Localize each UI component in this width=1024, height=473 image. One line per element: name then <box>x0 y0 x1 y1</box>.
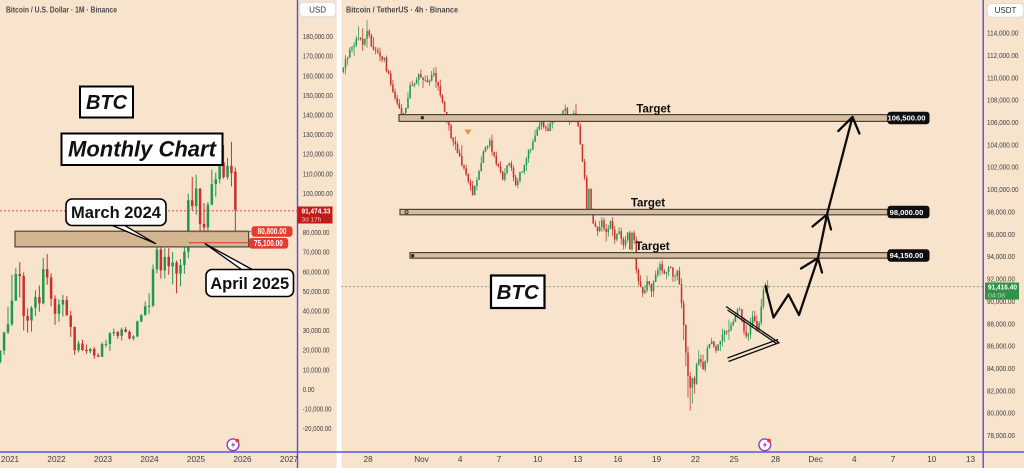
svg-text:-10,000.00: -10,000.00 <box>303 405 332 414</box>
svg-text:10: 10 <box>533 455 543 464</box>
svg-text:Dec: Dec <box>808 455 823 464</box>
svg-text:USDT: USDT <box>995 6 1017 15</box>
svg-text:106,500.00: 106,500.00 <box>887 114 925 123</box>
svg-text:140,000.00: 140,000.00 <box>303 111 333 120</box>
svg-text:2025: 2025 <box>187 455 206 464</box>
svg-text:91,416.40: 91,416.40 <box>988 282 1017 291</box>
svg-text:Target: Target <box>635 241 669 253</box>
svg-text:April 2025: April 2025 <box>210 275 289 293</box>
svg-text:150,000.00: 150,000.00 <box>303 91 333 100</box>
svg-text:98,000.00: 98,000.00 <box>987 208 1015 217</box>
svg-text:Nov: Nov <box>414 455 429 464</box>
svg-text:2023: 2023 <box>94 455 113 464</box>
svg-text:102,000.00: 102,000.00 <box>987 163 1019 172</box>
svg-text:114,000.00: 114,000.00 <box>987 29 1019 38</box>
svg-text:28: 28 <box>364 455 374 464</box>
svg-text:March 2024: March 2024 <box>71 204 162 222</box>
svg-text:130,000.00: 130,000.00 <box>303 130 333 139</box>
svg-text:Monthly Chart: Monthly Chart <box>68 137 218 162</box>
svg-text:60,000.00: 60,000.00 <box>303 267 330 276</box>
svg-text:50,000.00: 50,000.00 <box>303 287 330 296</box>
svg-text:7: 7 <box>891 455 896 464</box>
svg-text:2026: 2026 <box>233 455 252 464</box>
svg-text:84,000.00: 84,000.00 <box>987 364 1015 373</box>
svg-text:7: 7 <box>497 455 502 464</box>
svg-text:104,000.00: 104,000.00 <box>987 140 1019 149</box>
svg-text:2027: 2027 <box>280 455 299 464</box>
svg-text:98,000.00: 98,000.00 <box>890 208 924 217</box>
svg-text:80,800.00: 80,800.00 <box>258 227 287 236</box>
svg-text:86,000.00: 86,000.00 <box>987 342 1015 351</box>
svg-text:04:08: 04:08 <box>988 292 1005 299</box>
svg-text:94,000.00: 94,000.00 <box>987 252 1015 261</box>
svg-text:0.00: 0.00 <box>303 385 315 394</box>
svg-text:30,000.00: 30,000.00 <box>303 326 330 335</box>
svg-text:-20,000.00: -20,000.00 <box>303 424 332 433</box>
svg-text:4: 4 <box>458 455 463 464</box>
svg-text:2022: 2022 <box>47 455 66 464</box>
svg-text:110,000.00: 110,000.00 <box>303 169 333 178</box>
svg-text:100,000.00: 100,000.00 <box>303 189 333 198</box>
svg-text:25: 25 <box>730 455 740 464</box>
svg-text:10: 10 <box>927 455 937 464</box>
svg-text:88,000.00: 88,000.00 <box>987 319 1015 328</box>
svg-text:Target: Target <box>631 197 665 209</box>
svg-text:100,000.00: 100,000.00 <box>987 185 1019 194</box>
svg-text:BTC: BTC <box>86 92 128 114</box>
svg-text:70,000.00: 70,000.00 <box>303 248 330 257</box>
svg-text:16: 16 <box>613 455 623 464</box>
svg-text:2021: 2021 <box>1 455 20 464</box>
svg-text:USD: USD <box>309 5 326 14</box>
svg-text:180,000.00: 180,000.00 <box>303 32 333 41</box>
svg-text:78,000.00: 78,000.00 <box>987 431 1015 440</box>
svg-text:160,000.00: 160,000.00 <box>303 71 333 80</box>
svg-text:75,100.00: 75,100.00 <box>254 239 283 248</box>
svg-text:96,000.00: 96,000.00 <box>987 230 1015 239</box>
svg-text:Target: Target <box>636 104 670 116</box>
svg-text:3d 17h: 3d 17h <box>302 216 322 223</box>
svg-text:106,000.00: 106,000.00 <box>987 118 1019 127</box>
svg-text:91,474.33: 91,474.33 <box>302 206 331 215</box>
svg-text:13: 13 <box>966 455 976 464</box>
svg-text:BTC: BTC <box>497 281 540 304</box>
svg-text:80,000.00: 80,000.00 <box>987 409 1015 418</box>
svg-text:92,000.00: 92,000.00 <box>987 275 1015 284</box>
svg-text:170,000.00: 170,000.00 <box>303 52 333 61</box>
svg-text:94,150.00: 94,150.00 <box>890 251 924 260</box>
svg-text:20,000.00: 20,000.00 <box>303 346 330 355</box>
svg-text:19: 19 <box>652 455 662 464</box>
svg-text:90,000.00: 90,000.00 <box>987 297 1015 306</box>
svg-text:2024: 2024 <box>140 455 159 464</box>
svg-text:22: 22 <box>691 455 701 464</box>
svg-text:120,000.00: 120,000.00 <box>303 150 333 159</box>
svg-text:110,000.00: 110,000.00 <box>987 73 1019 82</box>
svg-text:80,000.00: 80,000.00 <box>303 228 330 237</box>
svg-text:Bitcoin / TetherUS · 4h · Bina: Bitcoin / TetherUS · 4h · Binance <box>346 5 458 15</box>
svg-text:108,000.00: 108,000.00 <box>987 96 1019 105</box>
svg-text:10,000.00: 10,000.00 <box>303 365 330 374</box>
svg-text:13: 13 <box>573 455 583 464</box>
svg-text:4: 4 <box>852 455 857 464</box>
svg-text:Bitcoin / U.S. Dollar · 1M · B: Bitcoin / U.S. Dollar · 1M · Binance <box>6 5 117 15</box>
svg-text:82,000.00: 82,000.00 <box>987 386 1015 395</box>
svg-text:112,000.00: 112,000.00 <box>987 51 1019 60</box>
svg-text:28: 28 <box>771 455 781 464</box>
svg-text:40,000.00: 40,000.00 <box>303 307 330 316</box>
